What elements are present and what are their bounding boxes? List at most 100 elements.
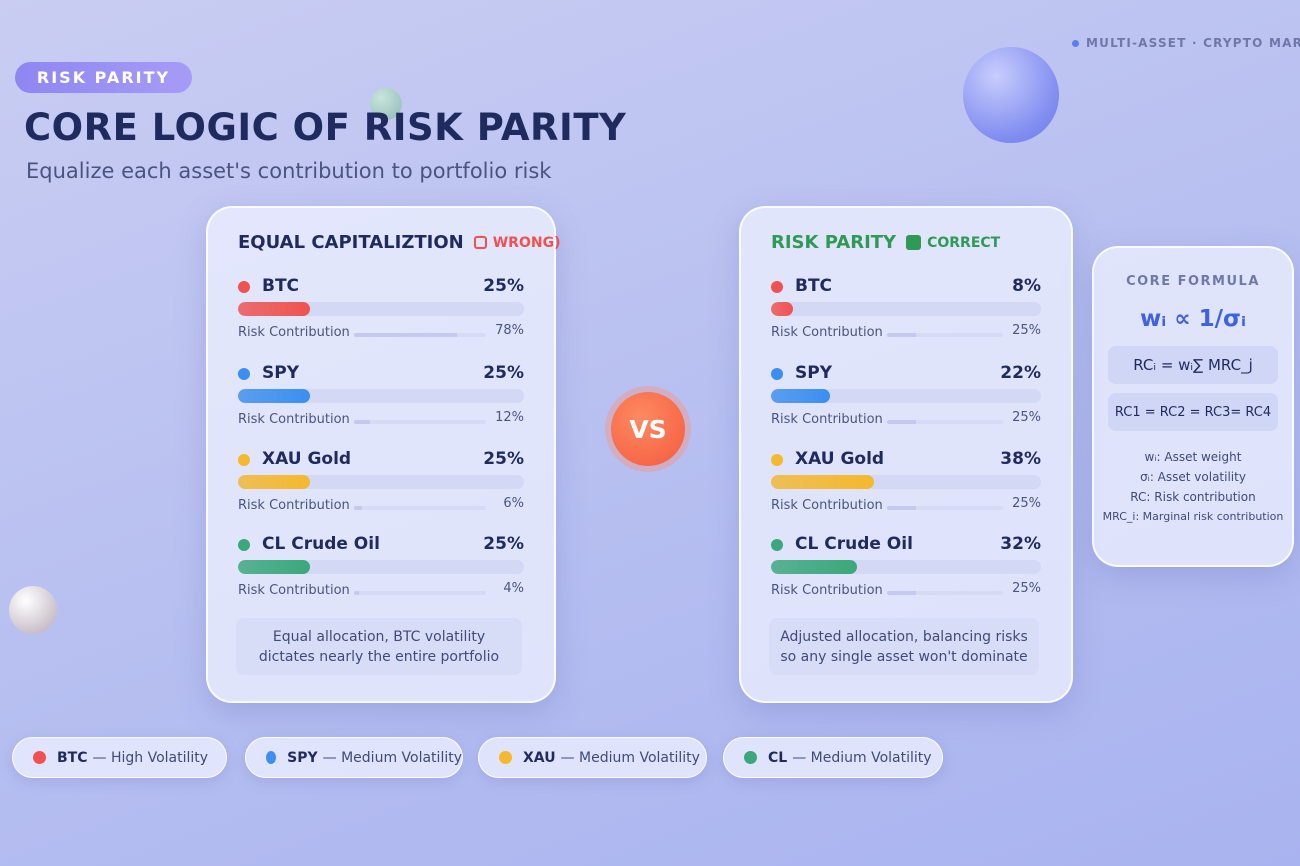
panel-note: Adjusted allocation, balancing risks so … xyxy=(769,618,1039,675)
risk-track xyxy=(354,333,486,337)
asset-weight: 38% xyxy=(1000,449,1041,469)
risk-track xyxy=(354,506,486,510)
panel-card: RISK PARITY CORRECT BTC 8% Risk Contribution… xyxy=(739,206,1073,703)
risk-label: Risk Contribution xyxy=(238,412,350,427)
asset-weight: 25% xyxy=(483,534,524,554)
legend-name: XAU xyxy=(523,749,556,766)
asset-dot xyxy=(238,281,250,293)
asset-dot xyxy=(238,454,250,466)
weight-bar xyxy=(771,302,793,316)
asset-name: XAU Gold xyxy=(262,449,352,469)
asset-row: CL Crude Oil 32% Risk Contribution 25% xyxy=(771,534,1041,614)
legend-desc: — Medium Volatility xyxy=(792,749,932,766)
risk-label: Risk Contribution xyxy=(771,412,883,427)
legend-desc: — Medium Volatility xyxy=(560,749,700,766)
panel-header: RISK PARITY CORRECT xyxy=(771,232,1000,253)
weight-bar xyxy=(771,389,831,403)
risk-value: 6% xyxy=(503,496,524,511)
asset-row: SPY 22% Risk Contribution 25% xyxy=(771,363,1041,443)
risk-track xyxy=(887,591,1003,595)
asset-weight: 25% xyxy=(483,363,524,383)
decor-sphere xyxy=(370,88,402,120)
formula-card: CORE FORMULA wᵢ ∝ 1/σᵢ RCᵢ = wᵢ∑ MRC_j RC1 … xyxy=(1092,246,1294,567)
legend-pill: SPY — Medium Volatility xyxy=(245,737,463,778)
panel-title: RISK PARITY xyxy=(771,232,897,253)
weight-bar xyxy=(238,475,310,489)
legend-name: CL xyxy=(768,749,788,766)
decor-sphere xyxy=(963,47,1059,143)
asset-name: BTC xyxy=(262,276,300,296)
legend-pill: XAU — Medium Volatility xyxy=(478,737,707,778)
risk-track xyxy=(354,591,486,595)
legend-desc: — Medium Volatility xyxy=(322,749,462,766)
risk-bar xyxy=(354,420,370,424)
title: CORE LOGIC OF RISK PARITY xyxy=(24,106,627,149)
risk-value: 4% xyxy=(503,581,524,596)
weight-bar xyxy=(238,560,310,574)
weight-bar xyxy=(771,475,874,489)
asset-name: CL Crude Oil xyxy=(262,534,380,554)
verdict-icon xyxy=(473,236,487,249)
weight-track xyxy=(238,475,524,489)
risk-value: 25% xyxy=(1012,410,1041,425)
asset-row: CL Crude Oil 25% Risk Contribution 4% xyxy=(238,534,524,614)
panel-card: EQUAL CAPITALIZTION WRONG) BTC 25% Risk Cont… xyxy=(206,206,560,703)
risk-value: 12% xyxy=(495,410,524,425)
verdict-icon xyxy=(906,235,922,250)
asset-weight: 25% xyxy=(483,276,524,296)
formula-definition: RC: Risk contribution xyxy=(1130,490,1256,504)
asset-dot xyxy=(238,539,250,551)
asset-name: BTC xyxy=(795,276,833,296)
asset-dot xyxy=(771,454,783,466)
panel-title: EQUAL CAPITALIZTION xyxy=(238,232,464,253)
risk-track xyxy=(887,506,1003,510)
legend-name: SPY xyxy=(287,749,318,766)
risk-track xyxy=(887,420,1003,424)
risk-bar xyxy=(354,333,457,337)
risk-label: Risk Contribution xyxy=(771,498,883,513)
risk-label: Risk Contribution xyxy=(238,498,350,513)
legend-dot xyxy=(499,751,512,764)
weight-track xyxy=(771,475,1041,489)
asset-weight: 32% xyxy=(1000,534,1041,554)
asset-row: BTC 8% Risk Contribution 25% xyxy=(771,276,1041,356)
formula-box: RC1 = RC2 = RC3= RC4 xyxy=(1108,393,1278,431)
legend-dot xyxy=(266,751,277,764)
weight-track xyxy=(238,302,524,316)
asset-name: SPY xyxy=(795,363,833,383)
risk-bar xyxy=(887,506,916,510)
risk-value: 25% xyxy=(1012,323,1041,338)
asset-row: SPY 25% Risk Contribution 12% xyxy=(238,363,524,443)
risk-value: 78% xyxy=(495,323,524,338)
formula-definition: MRC_i: Marginal risk contribution xyxy=(1102,510,1284,523)
legend-pill: BTC — High Volatility xyxy=(12,737,227,778)
asset-row: BTC 25% Risk Contribution 78% xyxy=(238,276,524,356)
panel-note: Equal allocation, BTC volatility dictate… xyxy=(236,618,522,675)
asset-name: XAU Gold xyxy=(795,449,885,469)
formula-box: RCᵢ = wᵢ∑ MRC_j xyxy=(1108,346,1278,384)
asset-row: XAU Gold 25% Risk Contribution 6% xyxy=(238,449,524,529)
asset-name: SPY xyxy=(262,363,300,383)
asset-weight: 25% xyxy=(483,449,524,469)
tag: RISK PARITY xyxy=(15,62,192,93)
risk-label: Risk Contribution xyxy=(238,325,350,340)
verdict: WRONG) xyxy=(492,234,561,251)
formula-definition: σᵢ: Asset volatility xyxy=(1140,470,1246,484)
legend-dot xyxy=(33,751,46,764)
risk-bar xyxy=(354,591,360,595)
risk-label: Risk Contribution xyxy=(238,583,350,598)
asset-dot xyxy=(771,368,783,380)
asset-weight: 8% xyxy=(1012,276,1041,296)
subtitle: Equalize each asset's contribution to po… xyxy=(26,159,552,183)
asset-dot xyxy=(238,368,250,380)
decor-sphere xyxy=(9,586,57,634)
weight-bar xyxy=(238,302,310,316)
risk-label: Risk Contribution xyxy=(771,583,883,598)
legend-name: BTC xyxy=(57,749,88,766)
asset-dot xyxy=(771,281,783,293)
top-note: MULTI-ASSET · CRYPTO MAR xyxy=(1072,36,1300,50)
formula-title: CORE FORMULA xyxy=(1126,274,1260,289)
risk-bar xyxy=(887,333,916,337)
asset-dot xyxy=(771,539,783,551)
